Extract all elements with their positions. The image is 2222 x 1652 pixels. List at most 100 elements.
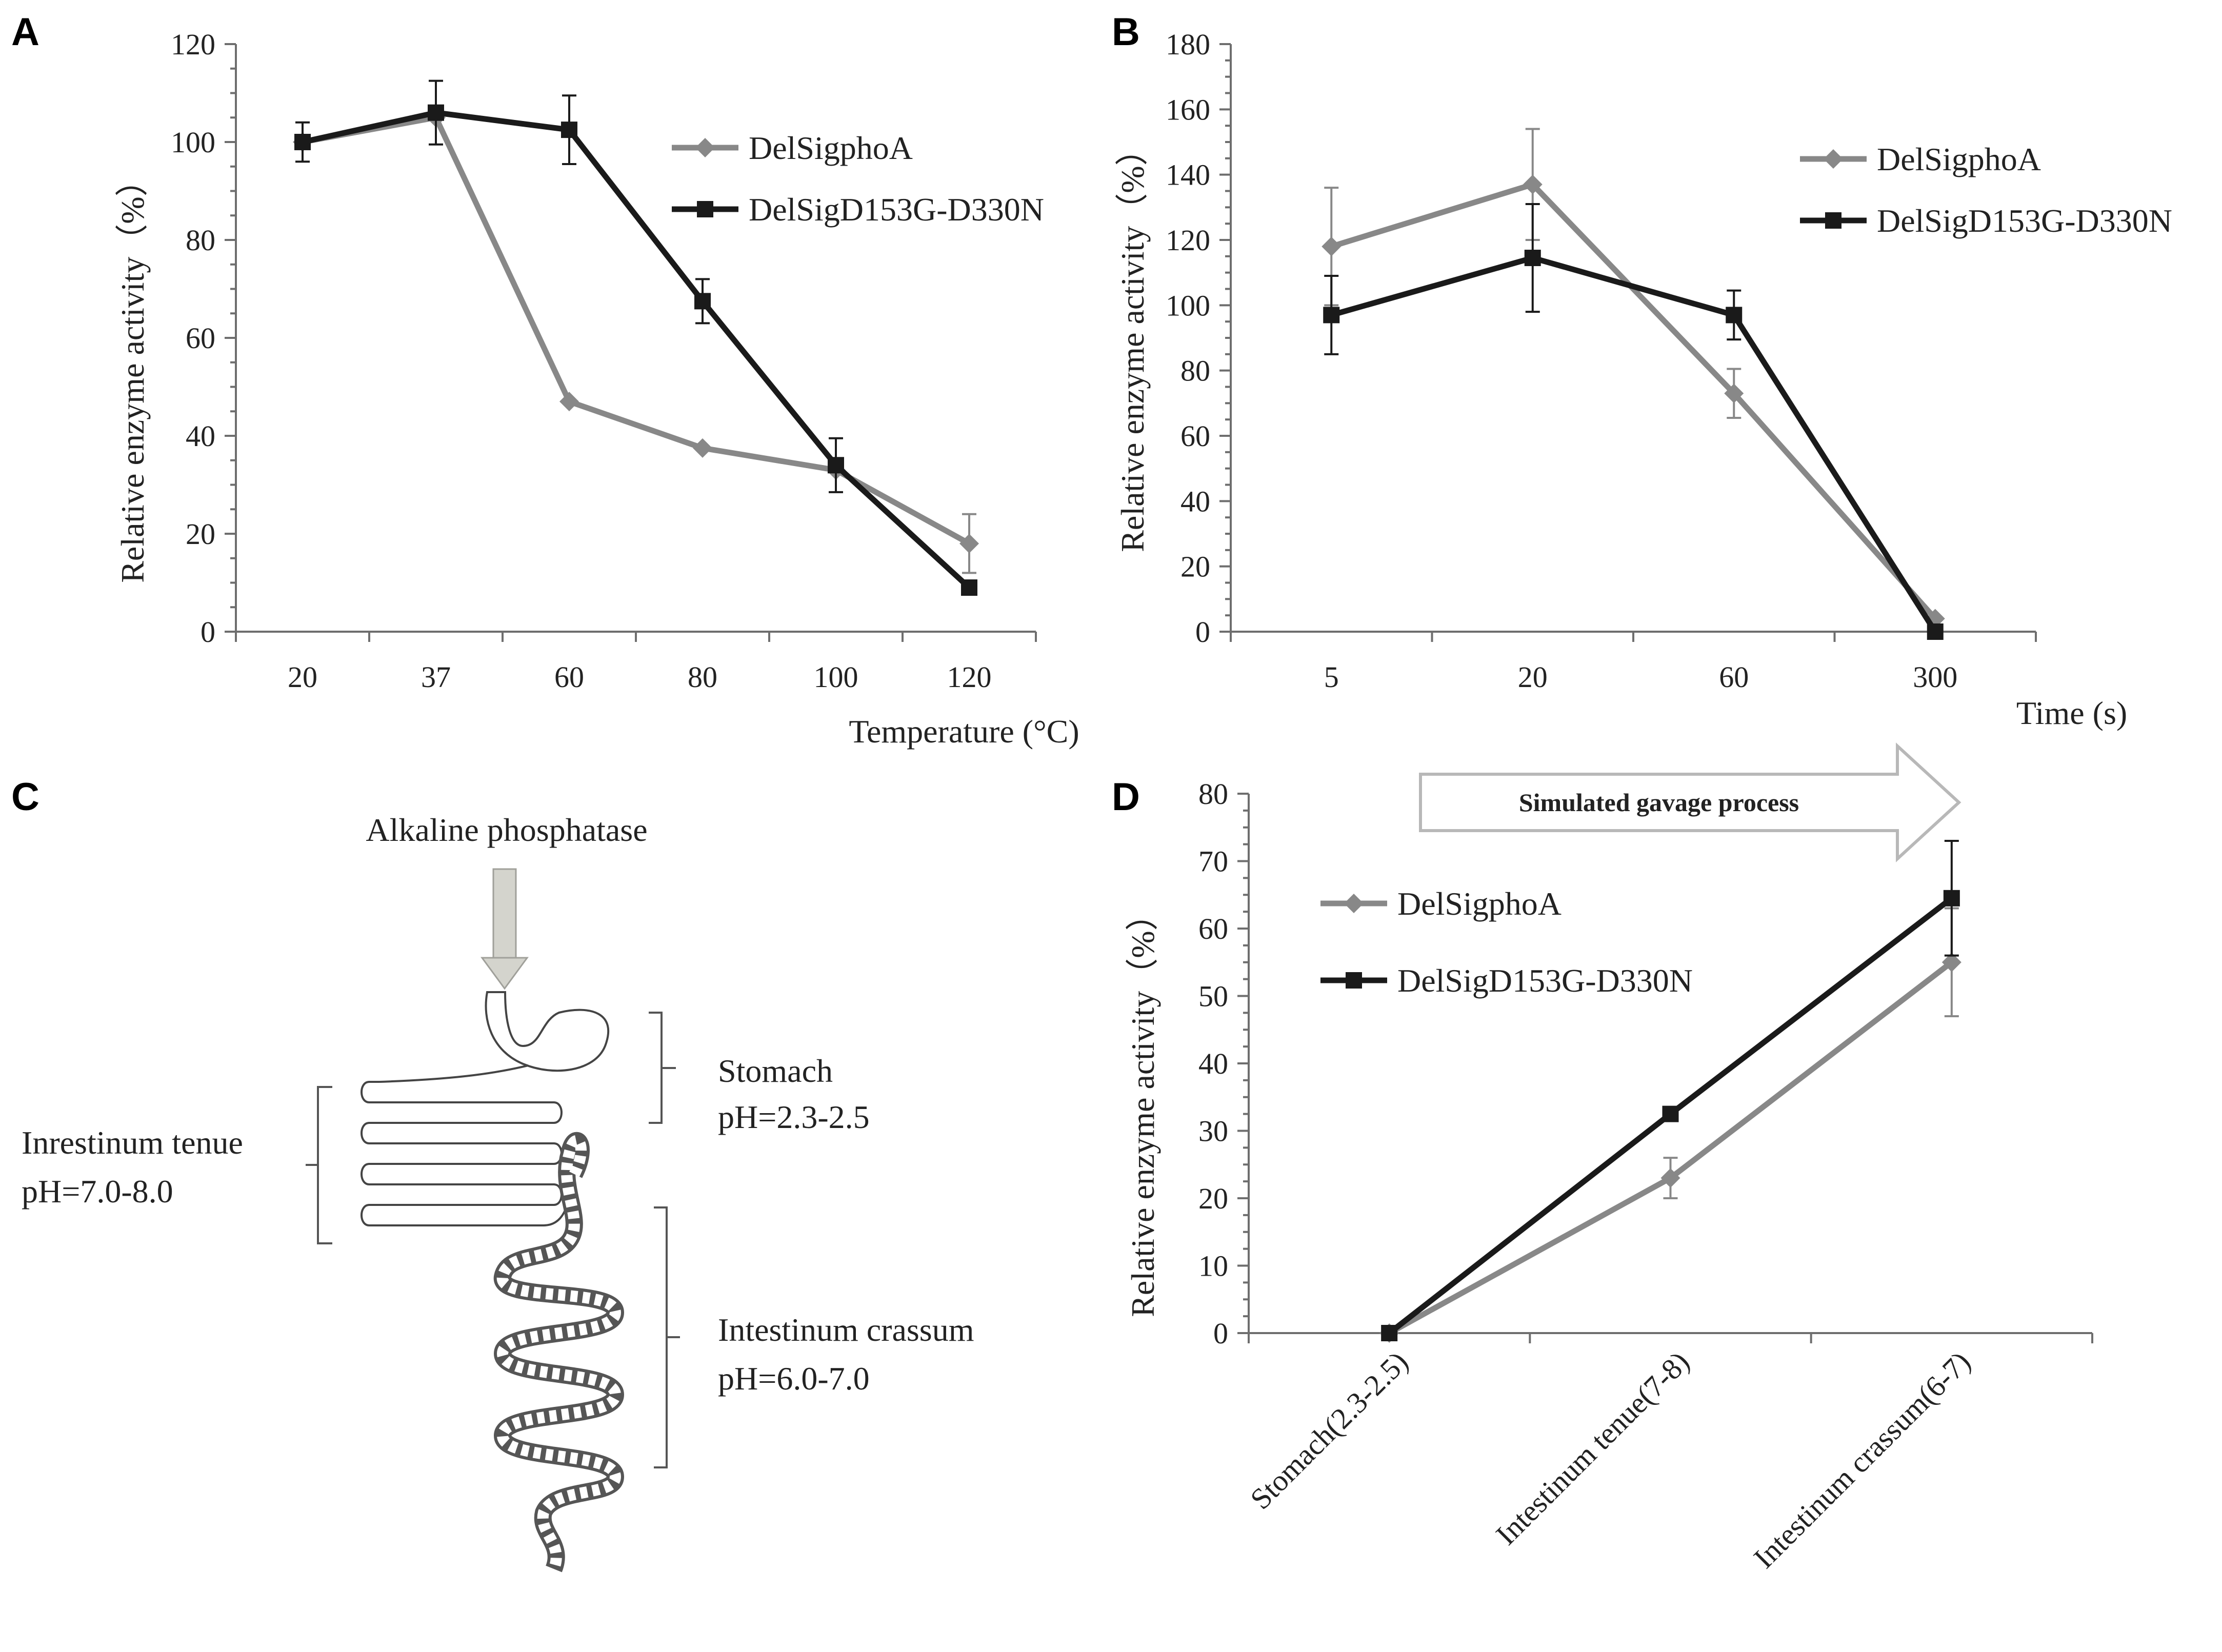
panel-b-legend-marker [1825,212,1841,229]
panel-d-x-tick-label: Intestinum tenue(7-8) [1489,1345,1695,1551]
panel-a-legend-item-delsigphoa: DelSigphoA [672,130,913,166]
panel-b-legend-marker [1824,149,1843,169]
panel-a-x-tick-label: 100 [814,660,858,694]
panel-d-series-delsigphoa-line [1388,960,1954,1336]
panel-a-x-tick-label: 80 [688,660,717,694]
panel-a-y-tick-label: 60 [186,321,215,355]
panel-b-x-tick-label: 5 [1324,660,1339,694]
panel-b-y-tick-label: 140 [1166,158,1210,192]
right-arrow-icon [1419,742,1961,862]
panel-d-legend-item-delsigd153g-d330n: DelSigD153G-D330N [1320,962,1693,999]
panel-b-letter: B [1112,10,1140,54]
panel-d-y-tick-label: 40 [1198,1047,1228,1080]
panel-a-letter: A [11,10,39,54]
panel-a-y-tick-label: 40 [186,419,215,453]
panel-b-y-tick-label: 60 [1180,419,1210,453]
panel-d-y-tick-label: 70 [1198,845,1228,878]
panel-a-legend-marker [695,138,715,157]
panel-a-legend-item-delsigd153g-d330n: DelSigD153G-D330N [672,191,1044,228]
down-arrow-icon [481,868,529,990]
small-intestine-ph-label: pH=7.0-8.0 [22,1173,173,1210]
panel-a-y-tick-label: 20 [186,517,215,551]
panel-b-legend-label: DelSigD153G-D330N [1877,203,2172,239]
small-intestine-bracket [306,1086,332,1244]
panel-d-series-delsigphoa-point [1941,952,1961,972]
panel-d-x-tick-label: Intestinum crassum(6-7) [1747,1345,1977,1575]
panel-d-series-delsigd153g-d330n-point [1381,1325,1398,1341]
panel-d-x-tick-label: Stomach(2.3-2.5) [1244,1345,1414,1516]
panel-a-series-delsigd153g-d330n [294,79,977,596]
stomach-bracket [649,1012,676,1124]
panel-a-legend-marker [697,201,713,217]
panel-b-series-delsigd153g-d330n-line [1330,255,1938,633]
panel-b-series-delsigd153g-d330n-point [1323,307,1340,324]
panel-d-y-tick-label: 60 [1198,912,1228,945]
panel-a-x-tick-label: 120 [947,660,992,694]
panel-d-y-axis-title: Relative enzyme activity（%） [1125,898,1161,1317]
panel-d-legend-marker [1346,972,1362,989]
panel-a-series-delsigphoa-point [559,392,579,412]
panel-b-x-axis-title: Time (s) [2016,695,2127,731]
gavage-process-label: Simulated gavage process [1519,788,1799,817]
panel-d-legend-label: DelSigphoA [1397,885,1562,922]
panel-a-series-delsigd153g-d330n-point [428,104,444,121]
panel-b-y-tick-label: 100 [1166,289,1210,322]
panel-a-series-delsigd153g-d330n-point [294,134,311,150]
panel-d-series-delsigphoa-point [1660,1168,1680,1188]
stomach-label: Stomach [718,1053,833,1089]
panel-a-series-delsigd153g-d330n-point [561,122,577,138]
panel-a-series-delsigd153g-d330n-point [828,457,844,474]
alkaline-phosphatase-label: Alkaline phosphatase [366,812,647,848]
large-intestine-label: Intestinum crassum [718,1312,974,1348]
panel-d-y-tick-label: 80 [1198,777,1228,811]
panel-d-series-delsigd153g-d330n-point [1662,1105,1679,1122]
panel-d-y-tick-label: 0 [1213,1317,1228,1350]
small-intestine-label: Inrestinum tenue [22,1124,243,1161]
panel-b-plot: 0 20 40 60 80 100 120 140 160 180 5 20 60 300 DelSigph… [1166,28,2172,694]
panel-a-x-tick-label: 60 [554,660,584,694]
panel-d-series-delsigd153g-d330n-point [1943,890,1960,906]
panel-b-x-tick-label: 300 [1913,660,1957,694]
panel-d-legend-marker [1344,894,1364,913]
panel-b-series-delsigd153g-d330n-point [1726,307,1743,324]
panel-b-x-tick-label: 60 [1719,660,1749,694]
panel-a-series-delsigd153g-d330n-point [694,293,711,310]
panel-b-y-tick-label: 180 [1166,28,1210,61]
panel-a-series-delsigd153g-d330n-point [961,579,977,596]
panel-a-y-tick-label: 0 [201,615,215,649]
panel-a-series-delsigphoa-point [693,438,712,458]
stomach-ph-label: pH=2.3-2.5 [718,1099,870,1135]
panel-b-series-delsigphoa-point [1322,236,1342,256]
panel-a: A Relative enzyme activity（%） Temperatur… [11,10,1079,750]
panel-a-legend-label: DelSigD153G-D330N [749,191,1044,228]
panel-b-series-delsigphoa-point [1724,384,1744,404]
panel-b-legend-item-delsigphoa: DelSigphoA [1800,141,2041,177]
panel-b-y-tick-label: 0 [1195,615,1210,649]
panel-d-legend-item-delsigphoa: DelSigphoA [1320,885,1562,922]
panel-a-y-tick-label: 100 [171,126,215,159]
panel-d-plot: 0 10 20 30 40 50 60 70 80 Stomach(2.3-2.5) Intesti… [1198,777,2093,1575]
large-intestine-ph-label: pH=6.0-7.0 [718,1360,870,1397]
panel-d: D Relative enzyme activity（%） Simulated … [1112,742,2093,1575]
panel-a-series-delsigphoa-point [959,534,979,554]
large-intestine-bracket [654,1206,680,1468]
panel-a-legend-label: DelSigphoA [749,130,913,166]
panel-b-series-delsigphoa [1322,128,1945,629]
panel-d-series-delsigd153g-d330n [1381,840,1960,1341]
panel-c: C Alkaline phosphatase Stomach pH=2.3-2.… [11,775,974,1573]
panel-b-y-tick-label: 40 [1180,485,1210,518]
panel-d-y-tick-label: 30 [1198,1115,1228,1148]
panel-a-x-tick-label: 20 [288,660,317,694]
panel-a-plot: 0 20 40 60 80 100 120 20 37 60 80 100 120 DelSigphoA D… [171,28,1044,694]
panel-c-letter: C [11,775,39,819]
panel-d-letter: D [1112,775,1140,819]
panel-b-series-delsigd153g-d330n [1323,203,1944,640]
panel-b-legend-label: DelSigphoA [1877,141,2041,177]
panel-b-legend-item-delsigd153g-d330n: DelSigD153G-D330N [1800,203,2172,239]
panel-b-series-delsigphoa-point [1523,174,1543,194]
panel-a-y-axis-title: Relative enzyme activity（%） [114,164,151,583]
panel-b-y-tick-label: 160 [1166,93,1210,126]
panel-b-series-delsigphoa-line [1330,182,1937,621]
gut-illustration [361,991,625,1573]
